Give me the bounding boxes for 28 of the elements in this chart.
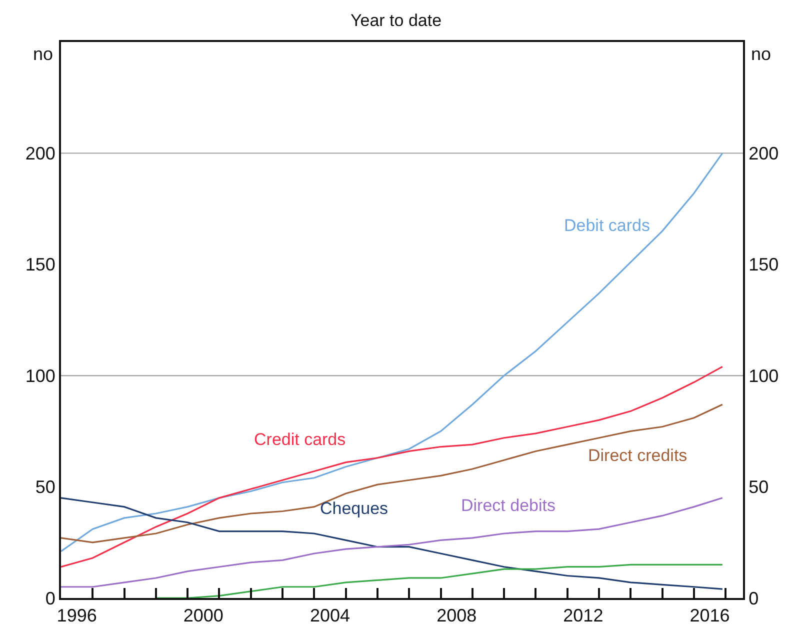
y-axis-title: no (33, 44, 54, 64)
y2-tick-label: 200 (748, 144, 779, 164)
y2-tick-label: 50 (748, 477, 769, 498)
y-tick-label: 150 (25, 254, 56, 275)
x-tick-label: 2008 (436, 606, 477, 626)
y-tick-label: 0 (45, 588, 56, 608)
series-label: Credit cards (254, 430, 346, 449)
line-series (61, 404, 724, 544)
x-tick-label: 2000 (183, 606, 224, 626)
line-series (61, 152, 724, 552)
series-label: Cheques (320, 499, 388, 518)
y2-tick-label: 150 (748, 254, 779, 275)
series-label: Direct credits (588, 446, 688, 465)
x-tick-label: 1996 (56, 606, 97, 626)
y2-tick-label: 0 (748, 588, 759, 608)
x-tick-label: 2012 (563, 606, 604, 626)
y-tick-label: 200 (25, 144, 56, 164)
series-label: Debit cards (564, 216, 650, 235)
chart-title: Year to date (350, 10, 442, 30)
x-tick-label: 2016 (690, 606, 730, 626)
series-label: Direct debits (461, 496, 556, 515)
y2-tick-label: 100 (748, 366, 779, 386)
y2-axis-title: no (751, 44, 772, 64)
y-tick-label: 50 (35, 477, 56, 498)
y-tick-label: 100 (25, 366, 56, 386)
line-series (155, 564, 724, 598)
x-tick-label: 2004 (310, 606, 350, 626)
line-series (61, 366, 724, 568)
